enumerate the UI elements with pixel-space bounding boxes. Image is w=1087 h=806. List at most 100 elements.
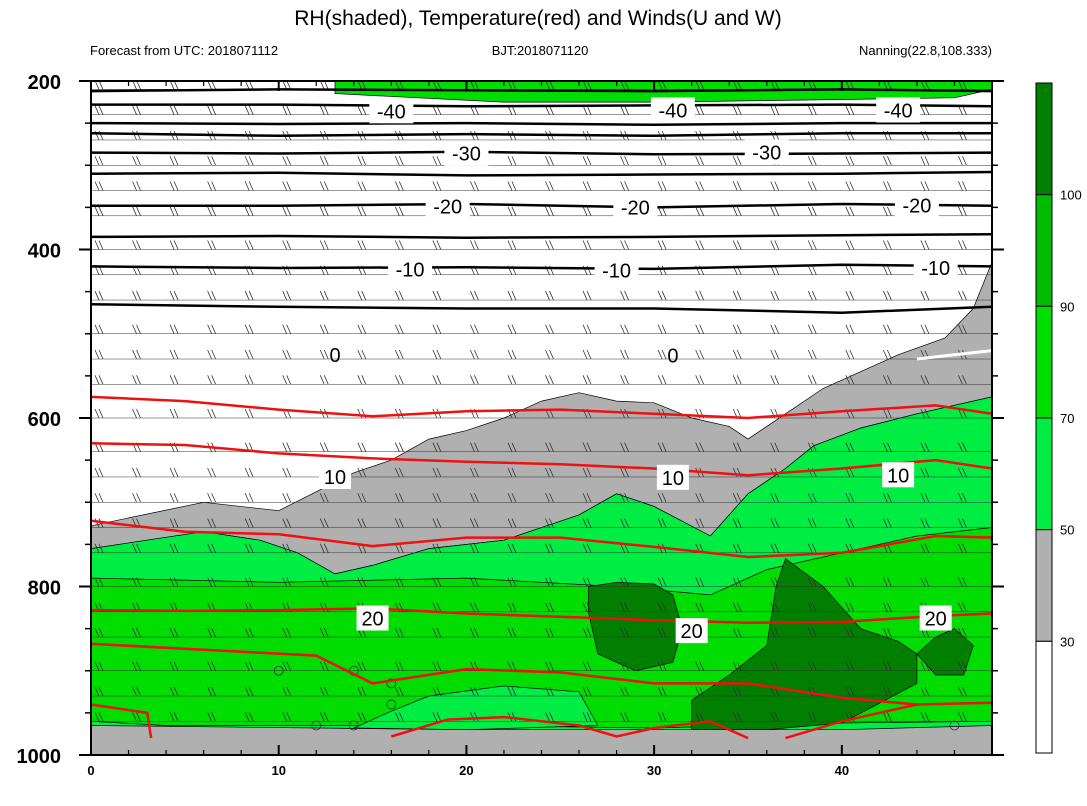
wind-barb [357, 206, 367, 216]
wind-barb [920, 493, 930, 503]
wind-barb [470, 686, 479, 697]
wind-barb [132, 349, 141, 360]
wind-barb [958, 602, 967, 612]
wind-barb [807, 105, 817, 115]
wind-barb [582, 181, 592, 191]
svg-text:0: 0 [329, 345, 340, 367]
wind-barb [732, 518, 742, 528]
wind-barb [132, 105, 141, 115]
wind-barb [582, 156, 592, 166]
y-tick-label: 800 [28, 578, 61, 600]
wind-barb [770, 712, 780, 722]
wind-barb [357, 156, 367, 166]
wind-barb [94, 408, 104, 419]
wind-barb [545, 349, 554, 360]
wind-barb [169, 577, 179, 587]
colorbar-segment [1035, 529, 1053, 642]
wind-barb [657, 712, 667, 722]
wind-barb [657, 577, 667, 587]
colorbar-segment [1035, 82, 1053, 196]
wind-barb [169, 240, 179, 250]
wind-barb [207, 712, 216, 722]
wind-barb [545, 602, 554, 612]
wind-barb [545, 467, 554, 478]
wind-barb [169, 156, 179, 166]
wind-barb [319, 627, 329, 638]
wind-barb [582, 375, 592, 385]
temperature-contour-black [91, 202, 992, 209]
wind-barb [695, 686, 705, 697]
x-tick-label: 10 [271, 763, 285, 778]
wind-barb [244, 493, 254, 503]
wind-barb [132, 467, 141, 478]
contour-label: -30 [744, 139, 789, 165]
wind-barb [394, 577, 404, 587]
wind-barb [657, 265, 667, 275]
wind-barb [507, 543, 517, 553]
wind-barb [357, 686, 367, 697]
wind-barb [958, 467, 967, 478]
wind-barb [207, 686, 216, 697]
wind-barb [695, 442, 705, 452]
wind-barb [470, 240, 479, 250]
colorbar: 30 50 70 90 100 [1035, 82, 1082, 754]
wind-barb [732, 324, 742, 334]
wind-barb [470, 442, 479, 452]
svg-text:-30: -30 [752, 143, 781, 165]
wind-barb [432, 518, 442, 528]
wind-barb [545, 712, 554, 722]
wind-barb [244, 518, 254, 528]
contour-label: -10 [913, 255, 958, 281]
temperature-contour-red [91, 442, 992, 477]
x-tick-label: 0 [87, 763, 94, 778]
calm-wind-marker [311, 720, 322, 731]
wind-barb [132, 240, 141, 250]
wind-barb [432, 577, 442, 587]
wind-barb [470, 712, 479, 722]
wind-barb [507, 602, 517, 612]
wind-barb [169, 324, 179, 334]
wind-barb [920, 240, 930, 250]
wind-barb [207, 290, 216, 301]
wind-barb [770, 181, 780, 191]
colorbar-label: 90 [1060, 299, 1074, 314]
svg-text:-10: -10 [921, 258, 950, 280]
wind-barb [695, 240, 705, 250]
chart-title: RH(shaded), Temperature(red) and Winds(U… [294, 7, 781, 30]
wind-barb [94, 240, 104, 250]
temperature-contour-black [91, 131, 992, 138]
wind-barb [244, 577, 254, 587]
wind-barb [958, 324, 967, 334]
wind-barb [620, 290, 629, 301]
wind-barb [244, 105, 254, 115]
wind-barb [244, 712, 254, 722]
wind-barb [920, 105, 930, 115]
wind-barb [545, 375, 554, 385]
wind-barb [357, 493, 367, 503]
wind-barb [920, 543, 930, 553]
wind-barb [319, 349, 329, 360]
freezing-level-line [916, 349, 992, 361]
wind-barb [958, 686, 967, 697]
wind-barb [620, 493, 629, 503]
wind-barb [845, 442, 855, 452]
temperature-contours-black [91, 88, 992, 314]
wind-barb [169, 105, 179, 115]
wind-barb [282, 577, 292, 587]
wind-barb [770, 543, 780, 553]
temperature-contour-black [91, 88, 992, 93]
wind-barb [507, 206, 517, 216]
wind-barb [244, 349, 254, 360]
wind-barb [282, 686, 292, 697]
wind-barb [845, 577, 855, 587]
wind-barb [582, 712, 592, 722]
wind-barb [695, 375, 705, 385]
temperature-contour-black [91, 170, 992, 177]
wind-barb [470, 130, 479, 141]
wind-barb [807, 602, 817, 612]
wind-barb [695, 493, 705, 503]
colorbar-segment [1035, 417, 1053, 531]
wind-barb [732, 661, 742, 671]
wind-barb [770, 130, 780, 141]
